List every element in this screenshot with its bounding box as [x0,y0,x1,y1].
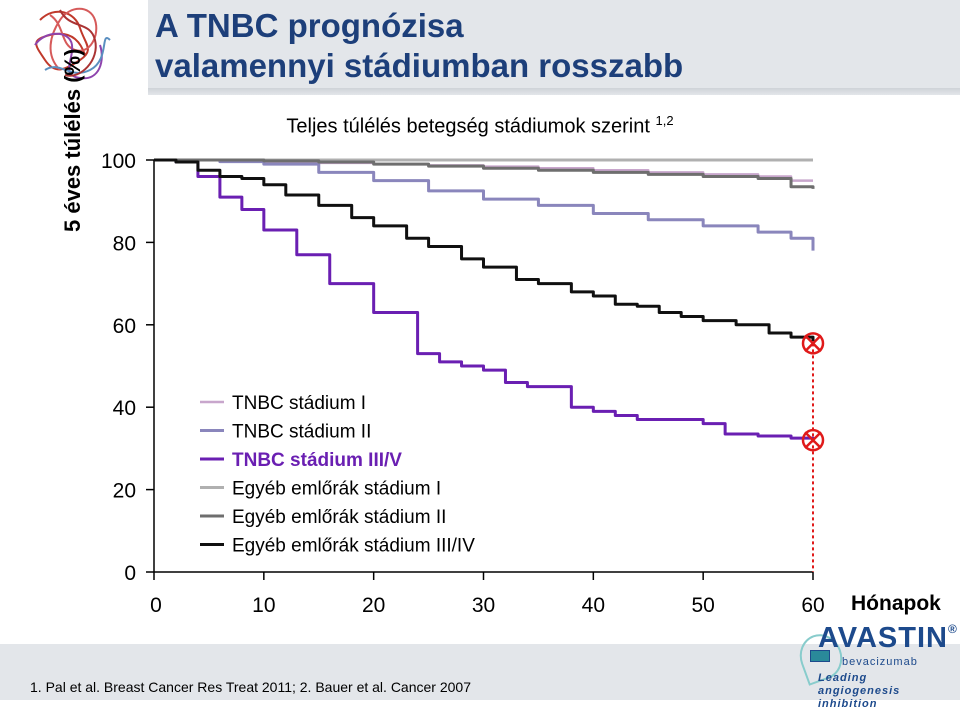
x-axis-label: Hónapok [851,592,941,615]
molecule-logo [0,0,148,95]
series-line-6 [154,158,815,342]
legend-label-6: Egyéb emlőrák stádium III/IV [232,536,475,557]
y-tick-label: 100 [101,150,136,173]
brand-tagline: Leading angiogenesis inhibition [818,672,948,711]
series-line-2 [154,158,815,251]
title-line-2: valamennyi stádiumban rosszabb [155,47,684,84]
x-tick-label: 30 [472,594,495,617]
y-tick-label: 20 [113,480,136,503]
y-tick-label: 0 [124,562,136,585]
marker-cross-b [804,431,822,450]
legend-label-1: TNBC stádium I [232,393,366,414]
page-title: A TNBC prognózisa valamennyi stádiumban … [155,6,683,86]
header-shade [0,88,960,95]
endpoint-marker-2 [801,428,825,452]
x-tick-label: 40 [582,594,605,617]
y-tick-label: 40 [113,397,136,420]
title-line-1: A TNBC prognózisa [155,7,464,44]
brand-name: AVASTIN® [818,622,958,655]
legend-label-3: TNBC stádium III/V [232,450,402,471]
vial-icon [810,650,830,662]
brand-subname: bevacizumab [842,656,918,668]
footer-strip [0,700,960,716]
x-tick-label: 10 [252,594,275,617]
endpoint-marker-1 [801,332,825,355]
brand-tagline-1: Leading angiogenesis [818,672,901,697]
y-tick-label: 80 [113,232,136,255]
x-tick-label: 60 [801,594,824,617]
protein-structure-icon [34,7,111,80]
marker-circle [801,428,825,452]
x-tick-label: 50 [691,594,714,617]
legend-label-4: Egyéb emlőrák stádium I [232,479,441,500]
brand-registered: ® [947,622,958,636]
series-line-3 [154,158,815,441]
chart-title-text: Teljes túlélés betegség stádiumok szerin… [286,115,650,138]
header-bar: A TNBC prognózisa valamennyi stádiumban … [0,0,960,95]
brand-name-text: AVASTIN [818,622,948,654]
avastin-logo: AVASTIN® bevacizumab Leading angiogenesi… [793,622,957,710]
series-line-5 [154,158,815,189]
x-tick-label: 20 [362,594,385,617]
brand-tagline-2: inhibition [818,698,878,710]
marker-circle [801,332,825,355]
chart-title-reference: 1,2 [655,113,674,128]
x-tick-label: 0 [150,594,162,617]
legend-label-5: Egyéb emlőrák stádium II [232,507,446,528]
chart-title: Teljes túlélés betegség stádiumok szerin… [0,113,960,139]
legend-label-2: TNBC stádium II [232,422,371,443]
y-tick-label: 60 [113,315,136,338]
references: 1. Pal et al. Breast Cancer Res Treat 20… [30,679,471,695]
marker-cross-b [804,334,822,353]
